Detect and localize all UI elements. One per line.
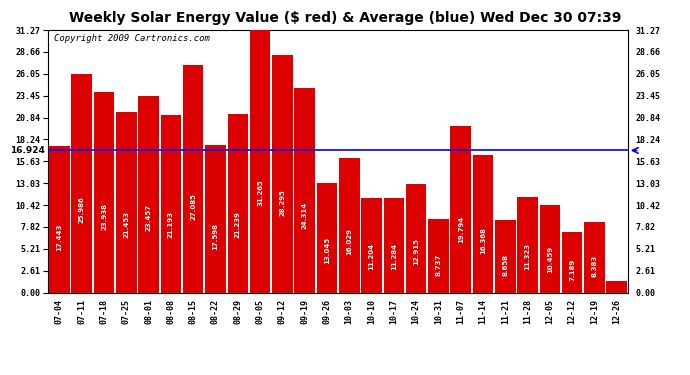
Text: 17.443: 17.443 <box>57 223 63 251</box>
Text: Weekly Solar Energy Value ($ red) & Average (blue) Wed Dec 30 07:39: Weekly Solar Energy Value ($ red) & Aver… <box>69 11 621 25</box>
Bar <box>384 198 404 292</box>
Text: 11.284: 11.284 <box>391 243 397 270</box>
Bar <box>250 30 270 292</box>
Bar <box>183 65 204 292</box>
Bar <box>495 220 515 292</box>
Text: 11.323: 11.323 <box>524 243 531 270</box>
Bar <box>562 232 582 292</box>
Text: 16.029: 16.029 <box>346 228 353 255</box>
Text: 8.737: 8.737 <box>435 254 442 276</box>
Bar <box>317 183 337 292</box>
Text: 23.938: 23.938 <box>101 202 107 229</box>
Bar <box>339 158 359 292</box>
Text: 11.204: 11.204 <box>368 243 375 270</box>
Bar <box>295 88 315 292</box>
Text: 12.915: 12.915 <box>413 238 419 265</box>
Text: 23.457: 23.457 <box>146 204 152 231</box>
Bar <box>584 222 604 292</box>
Text: 17.598: 17.598 <box>213 223 219 250</box>
Bar <box>428 219 448 292</box>
Bar <box>139 96 159 292</box>
Text: 8.383: 8.383 <box>591 255 598 277</box>
Bar <box>473 155 493 292</box>
Text: 21.453: 21.453 <box>124 211 129 238</box>
Text: 25.986: 25.986 <box>79 196 85 223</box>
Text: 16.924: 16.924 <box>10 146 46 155</box>
Bar <box>451 126 471 292</box>
Bar <box>161 115 181 292</box>
Text: 7.189: 7.189 <box>569 258 575 281</box>
Text: 28.295: 28.295 <box>279 189 286 216</box>
Text: 19.794: 19.794 <box>457 216 464 243</box>
Bar <box>607 281 627 292</box>
Bar <box>540 205 560 292</box>
Bar <box>272 55 293 292</box>
Bar <box>116 112 137 292</box>
Bar <box>94 92 115 292</box>
Text: 27.085: 27.085 <box>190 193 196 219</box>
Text: 31.265: 31.265 <box>257 179 263 206</box>
Bar <box>49 146 70 292</box>
Text: 8.658: 8.658 <box>502 254 509 276</box>
Text: 21.239: 21.239 <box>235 211 241 238</box>
Bar <box>406 184 426 292</box>
Text: 10.459: 10.459 <box>547 246 553 273</box>
Text: 16.368: 16.368 <box>480 227 486 254</box>
Text: 21.193: 21.193 <box>168 211 174 238</box>
Bar <box>228 114 248 292</box>
Text: 13.045: 13.045 <box>324 237 330 264</box>
Text: Copyright 2009 Cartronics.com: Copyright 2009 Cartronics.com <box>54 34 210 43</box>
Bar <box>205 145 226 292</box>
Text: 24.314: 24.314 <box>302 201 308 229</box>
Bar <box>72 74 92 292</box>
Bar <box>518 198 538 292</box>
Bar <box>362 198 382 292</box>
